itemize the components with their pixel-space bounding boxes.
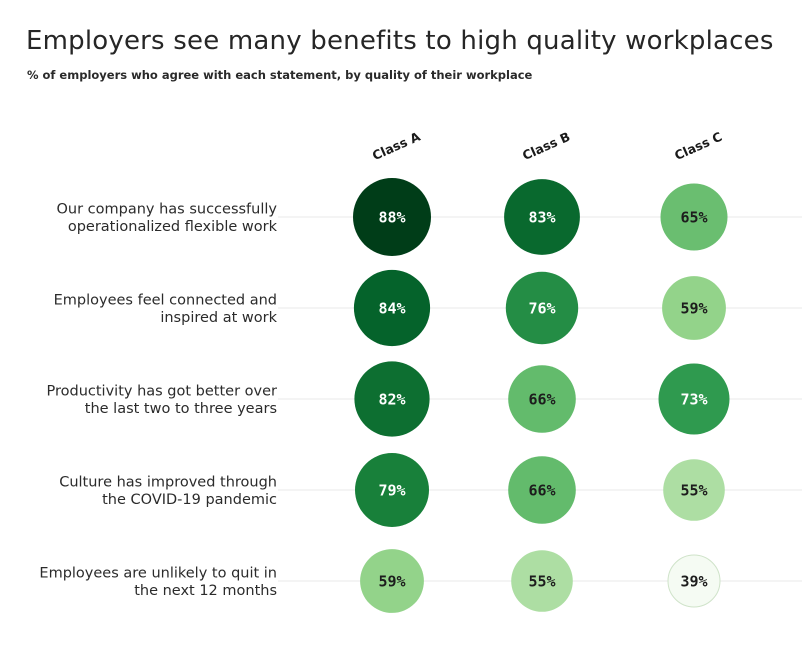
bubble-value-label: 39% [680,573,707,591]
bubble [660,183,728,251]
row-label-line: Employees are unlikely to quit in [39,565,277,581]
bubble-value-label: 79% [378,482,405,500]
bubble-value-label: 59% [680,300,707,318]
bubble [667,554,721,608]
row-label-line: Our company has successfully [56,201,277,217]
chart-subtitle: % of employers who agree with each state… [27,68,533,82]
column-header-class-c: Class C [672,129,724,163]
row-label-line: the last two to three years [85,401,277,417]
column-header-class-b: Class B [520,129,572,163]
bubble-value-label: 65% [680,209,707,227]
bubble [663,459,725,521]
row-label: Employees feel connected and inspired at … [54,292,278,326]
bubble [355,453,429,527]
bubble [508,365,576,433]
row-label: Our company has successfully operationali… [56,201,277,235]
bubble-value-label: 83% [528,209,555,227]
row-label-line: Culture has improved through [59,474,277,490]
bubble-value-label: 73% [680,391,707,409]
bubble [511,550,573,612]
row-label-line: Employees feel connected and [54,292,277,308]
row-label: Employees are unlikely to quit in the nex… [39,565,277,599]
chart-title: Employers see many benefits to high qual… [26,26,774,56]
bubble [353,269,431,347]
bubble [508,456,576,524]
bubble [504,179,580,255]
column-header-class-a: Class A [370,129,423,163]
bubble-value-label: 88% [378,209,405,227]
bubble [354,361,430,437]
row-labels: Our company has successfully operationali… [39,201,277,599]
row-label: Productivity has got better over the last… [47,383,278,417]
bubble [360,549,424,613]
bubble-value-label: 82% [378,391,405,409]
column-headers: Class A Class B Class C [370,129,724,163]
bubble-value-label: 66% [528,391,555,409]
bubble-value-label: 66% [528,482,555,500]
row-label-line: Productivity has got better over [47,383,278,399]
bubble-value-label: 55% [680,482,707,500]
row-label-line: the COVID-19 pandemic [102,492,277,508]
bubble-value-label: 76% [528,300,555,318]
bubble [662,276,726,340]
bubble-value-label: 59% [378,573,405,591]
bubble-value-label: 84% [378,300,405,318]
row-label-line: operationalized flexible work [68,219,278,235]
bubbles: 88% 83% 65% 84% 76% 59% 82% 66% 73% 79% 66% 55% 59% 5… [353,178,730,613]
row-label-line: the next 12 months [134,583,277,599]
row-label-line: inspired at work [160,310,277,326]
row-label: Culture has improved through the COVID-19… [59,474,277,508]
bubble-value-label: 55% [528,573,555,591]
bubble [658,363,730,435]
bubble [353,178,431,256]
bubble [505,271,579,345]
